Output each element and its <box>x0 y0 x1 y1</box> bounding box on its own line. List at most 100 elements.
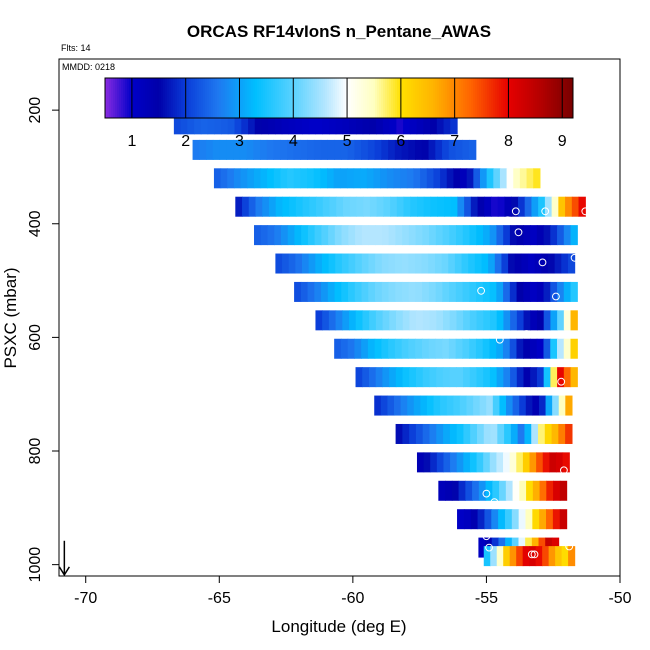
heatmap-cell <box>369 310 377 331</box>
colorbar-swatch <box>537 78 540 118</box>
heatmap-cell <box>227 168 235 189</box>
colorbar-swatch <box>377 78 380 118</box>
heatmap-cell <box>320 168 328 189</box>
heatmap-cell <box>530 281 538 302</box>
heatmap-cell <box>533 168 541 189</box>
heatmap-cell <box>513 168 521 189</box>
heatmap-cell <box>557 281 565 302</box>
colorbar-swatch <box>479 78 482 118</box>
heatmap-cell <box>267 225 275 246</box>
heatmap-cell <box>469 310 478 331</box>
heatmap-cell <box>322 196 331 217</box>
heatmap-cell <box>295 114 303 135</box>
heatmap-cell <box>505 480 514 501</box>
heatmap-cell <box>295 253 303 274</box>
heatmap-cell <box>293 168 302 189</box>
heatmap-cell <box>510 423 519 444</box>
colorbar-swatch <box>187 78 190 118</box>
heatmap-cell <box>499 168 508 189</box>
heatmap-cell <box>430 114 438 135</box>
colorbar-swatch <box>485 78 488 118</box>
heatmap-cell <box>570 310 578 331</box>
heatmap-cell <box>366 168 375 189</box>
heatmap-cell <box>496 310 505 331</box>
heatmap-cell <box>428 281 437 302</box>
heatmap-cell <box>402 225 410 246</box>
heatmap-cell <box>462 139 470 160</box>
plot-area <box>58 58 621 577</box>
heatmap-cell <box>491 196 499 217</box>
heatmap-cell <box>422 367 431 388</box>
colorbar-swatch <box>349 78 352 118</box>
heatmap-cell <box>489 310 498 331</box>
heatmap-cell <box>462 225 471 246</box>
colorbar-swatch <box>141 78 144 118</box>
heatmap-cell <box>308 253 316 274</box>
heatmap-cell <box>254 114 263 135</box>
heatmap-cell <box>381 225 390 246</box>
colorbar-swatch <box>269 78 272 118</box>
heatmap-cell <box>558 395 566 416</box>
heatmap-cell <box>421 253 429 274</box>
heatmap-cell <box>449 281 457 302</box>
heatmap-cell <box>518 509 527 530</box>
colorbar-swatch <box>281 78 284 118</box>
heatmap-cell <box>393 168 401 189</box>
heatmap-cell <box>568 546 576 567</box>
heatmap-cell <box>562 452 570 473</box>
heatmap-cell <box>538 423 546 444</box>
colorbar-swatch <box>457 78 460 118</box>
heatmap-cell <box>388 281 396 302</box>
heatmap-cell <box>478 537 486 558</box>
colorbar-swatch <box>495 78 498 118</box>
colorbar-swatch <box>271 78 274 118</box>
colorbar-swatch <box>341 78 344 118</box>
heatmap-cell <box>543 281 551 302</box>
heatmap-cell <box>394 139 403 160</box>
heatmap-cell <box>354 338 362 359</box>
colorbar-swatch <box>123 78 126 118</box>
colorbar-swatch <box>301 78 304 118</box>
heatmap-cell <box>436 367 444 388</box>
colorbar-swatch <box>333 78 336 118</box>
heatmap-cell <box>530 225 538 246</box>
heatmap-cell <box>381 338 389 359</box>
heatmap-cell <box>438 480 446 501</box>
heatmap-cell <box>539 509 547 530</box>
heatmap-cell <box>361 225 370 246</box>
heatmap-cell <box>535 546 543 567</box>
sample-point <box>477 286 486 295</box>
heatmap-cell <box>375 310 384 331</box>
heatmap-cell <box>200 114 209 135</box>
heatmap-cell <box>376 196 384 217</box>
heatmap-cell <box>509 225 518 246</box>
heatmap-cell <box>477 196 485 217</box>
heatmap-cell <box>396 196 405 217</box>
heatmap-cell <box>550 367 558 388</box>
colorbar-swatch <box>455 78 458 118</box>
colorbar-swatch <box>511 78 514 118</box>
heatmap-cell <box>368 367 377 388</box>
colorbar-swatch <box>257 78 260 118</box>
heatmap-cell <box>413 168 421 189</box>
heatmap-cell <box>288 253 296 274</box>
heatmap-cell <box>559 480 568 501</box>
heatmap-cell <box>416 310 424 331</box>
colorbar-swatch <box>439 78 442 118</box>
heatmap-cell <box>509 281 518 302</box>
heatmap-cell <box>435 225 444 246</box>
colorbar-swatch <box>139 78 142 118</box>
heatmap-cell <box>524 196 533 217</box>
heatmap-cell <box>313 168 321 189</box>
colorbar-swatch <box>391 78 394 118</box>
heatmap-cell <box>361 281 369 302</box>
heatmap-cell <box>531 196 539 217</box>
colorbar-swatch <box>383 78 386 118</box>
heatmap-cell <box>469 281 477 302</box>
heatmap-cell <box>242 196 250 217</box>
heatmap-cell <box>436 452 445 473</box>
heatmap-cell <box>390 196 398 217</box>
heatmap-cell <box>415 281 423 302</box>
heatmap-cell <box>512 395 520 416</box>
colorbar-swatch <box>475 78 478 118</box>
